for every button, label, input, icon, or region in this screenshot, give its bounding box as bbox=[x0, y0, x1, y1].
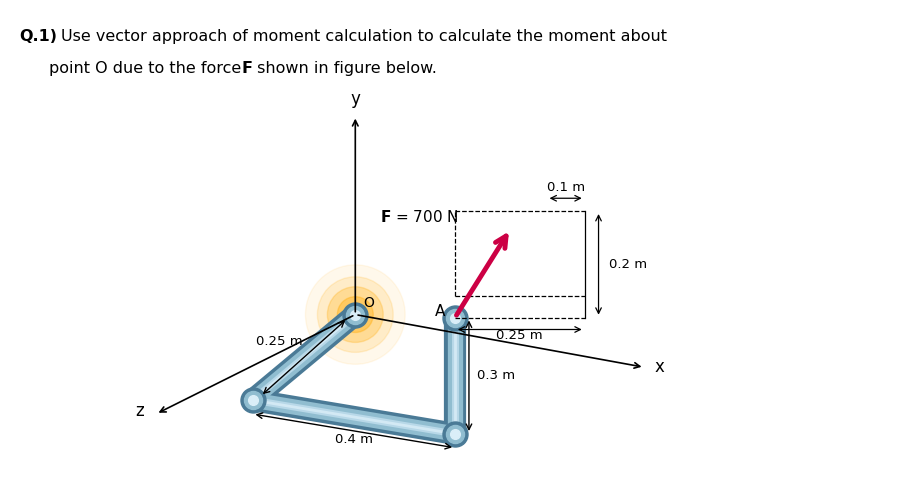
Text: 0.4 m: 0.4 m bbox=[335, 433, 373, 446]
Text: 0.25 m: 0.25 m bbox=[256, 335, 302, 348]
Text: x: x bbox=[654, 358, 664, 376]
Text: A: A bbox=[435, 304, 446, 319]
Circle shape bbox=[318, 277, 393, 353]
Text: $\mathbf{F}$ = 700 N: $\mathbf{F}$ = 700 N bbox=[380, 209, 458, 225]
Text: F: F bbox=[242, 61, 253, 76]
Text: point O due to the force: point O due to the force bbox=[50, 61, 246, 76]
Text: 0.1 m: 0.1 m bbox=[547, 181, 584, 194]
Circle shape bbox=[306, 265, 405, 364]
Circle shape bbox=[327, 287, 383, 342]
Text: Use vector approach of moment calculation to calculate the moment about: Use vector approach of moment calculatio… bbox=[61, 29, 667, 44]
Text: 0.3 m: 0.3 m bbox=[477, 369, 515, 382]
Text: Q.1): Q.1) bbox=[19, 29, 58, 44]
Text: shown in figure below.: shown in figure below. bbox=[252, 61, 437, 76]
Text: O: O bbox=[364, 296, 374, 310]
Text: 0.2 m: 0.2 m bbox=[609, 258, 647, 271]
Text: y: y bbox=[350, 90, 360, 108]
Circle shape bbox=[337, 297, 373, 332]
Text: z: z bbox=[135, 402, 144, 420]
Text: 0.25 m: 0.25 m bbox=[496, 329, 543, 342]
Circle shape bbox=[345, 305, 365, 325]
